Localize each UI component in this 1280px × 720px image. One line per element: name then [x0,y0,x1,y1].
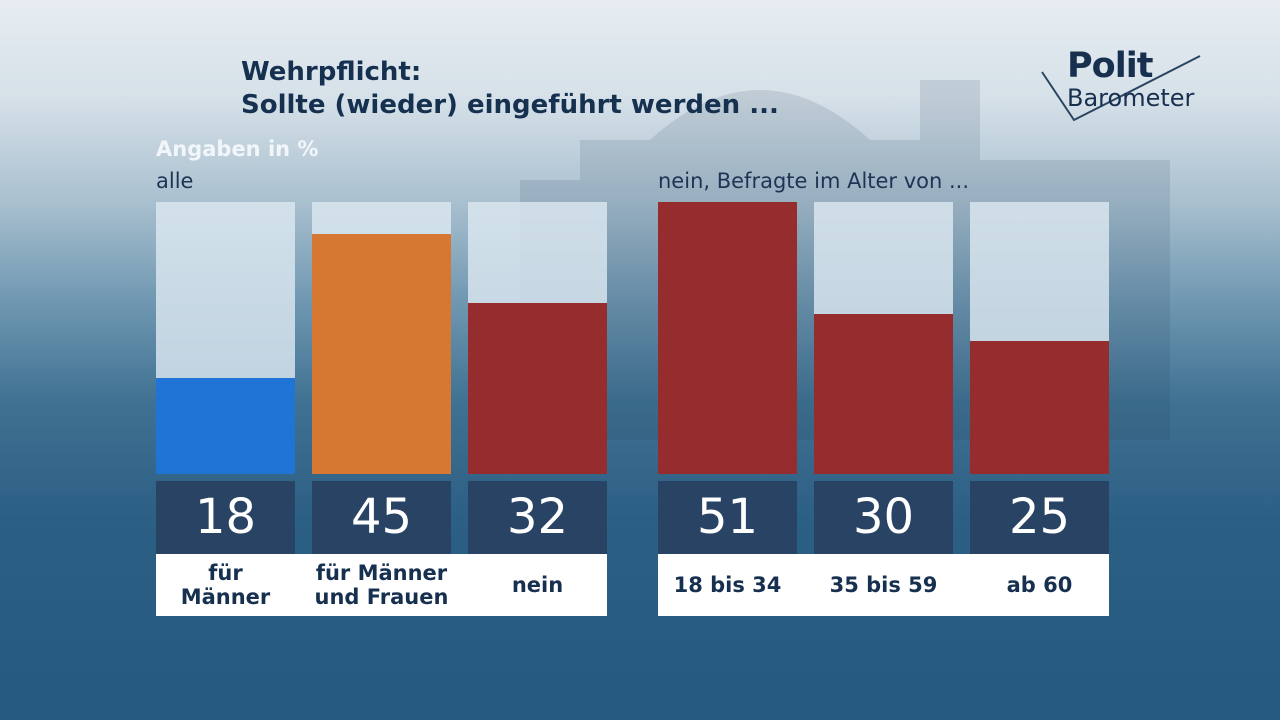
chart-title-line1: Wehrpflicht: [241,57,422,87]
bar-g0-0 [156,378,295,474]
category-label-g0-0: für Männer [180,561,271,609]
bar-background-g0-0 [156,202,295,474]
bar-g0-2 [468,303,607,474]
bar-background-g1-2 [970,202,1109,474]
value-label-g0-2: 32 [468,481,607,554]
chart-title-line2: Sollte (wieder) eingeführt werden ... [241,90,779,120]
bar-background-g0-1 [312,202,451,474]
label-strip-1 [658,554,1109,616]
bar-background-g1-0 [658,202,797,474]
logo-text-polit: Polit [1067,46,1153,86]
logo-text-barometer: Barometer [1067,84,1195,112]
category-label-g0-1: für Männer und Frauen [314,561,449,609]
value-label-g0-1: 45 [312,481,451,554]
checkmark-icon [1041,55,1201,122]
group-label-all: alle [156,169,194,193]
value-label-g1-1: 30 [814,481,953,554]
bar-g1-0 [658,202,797,474]
value-label-g0-0: 18 [156,481,295,554]
category-label-g1-2: ab 60 [1006,573,1073,597]
label-strip-0 [156,554,607,616]
category-label-g1-0: 18 bis 34 [673,573,782,597]
value-label-g1-0: 51 [658,481,797,554]
bar-g1-2 [970,341,1109,474]
unit-note: Angaben in % [156,137,319,161]
bar-g1-1 [814,314,953,474]
category-label-g0-2: nein [511,573,564,597]
bar-background-g0-2 [468,202,607,474]
bar-g0-1 [312,234,451,474]
value-label-g1-2: 25 [970,481,1109,554]
politbarometer-logo: Polit Barometer [1040,46,1210,126]
category-label-g1-1: 35 bis 59 [829,573,938,597]
bar-background-g1-1 [814,202,953,474]
group-label-age: nein, Befragte im Alter von ... [658,169,970,193]
